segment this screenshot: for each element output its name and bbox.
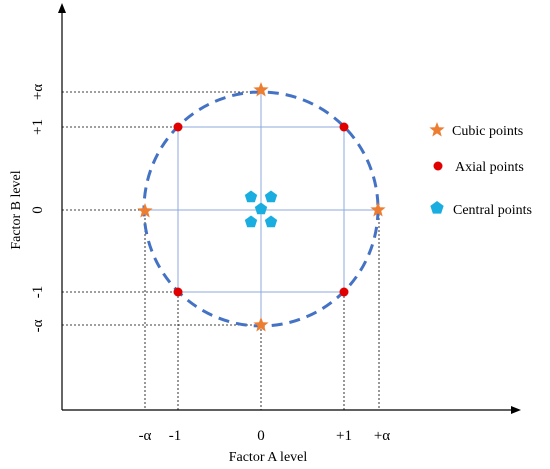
legend-item-central: Central points	[430, 201, 532, 218]
axial-points	[173, 122, 349, 297]
dotted-guides	[62, 91, 380, 410]
central-point	[244, 190, 258, 203]
legend-label-cubic: Cubic points	[452, 124, 523, 139]
axial-point	[173, 287, 183, 297]
y-tick-plus-alpha: +α	[30, 84, 46, 100]
cubic-point	[137, 203, 153, 218]
central-point	[264, 215, 278, 228]
x-tick-plus-one: +1	[336, 428, 352, 444]
legend-pentagon-icon	[430, 201, 444, 214]
x-tick-plus-alpha: +α	[374, 428, 390, 444]
legend-label-central: Central points	[453, 203, 532, 218]
y-axis-title: Factor B level	[9, 170, 24, 249]
x-tick-minus-one: -1	[169, 428, 182, 444]
y-tick-minus-alpha: -α	[30, 319, 46, 332]
legend-circle-icon	[433, 161, 443, 171]
y-tick-plus-one: +1	[30, 119, 46, 135]
y-tick-zero: 0	[30, 206, 46, 214]
axial-point	[173, 122, 183, 132]
y-tick-labels: -α -1 0 +1 +α	[30, 84, 46, 333]
legend: Cubic points Axial points Central points	[429, 122, 532, 218]
central-point	[244, 215, 258, 228]
legend-item-cubic: Cubic points	[429, 122, 523, 139]
central-points	[244, 190, 278, 228]
central-point	[264, 190, 278, 203]
legend-item-axial: Axial points	[433, 160, 524, 175]
x-tick-labels: -α -1 0 +1 +α	[139, 428, 391, 444]
cubic-point	[253, 317, 269, 332]
cubic-points	[137, 82, 386, 332]
y-tick-minus-one: -1	[30, 286, 46, 299]
x-axis-title: Factor A level	[229, 450, 308, 465]
legend-star-icon	[429, 122, 445, 137]
central-point	[254, 202, 268, 215]
axial-point	[339, 122, 349, 132]
cubic-point	[370, 202, 386, 217]
legend-label-axial: Axial points	[455, 160, 524, 175]
axial-point	[339, 287, 349, 297]
x-tick-minus-alpha: -α	[139, 428, 152, 444]
cubic-point	[253, 82, 269, 97]
x-tick-zero: 0	[257, 428, 265, 444]
